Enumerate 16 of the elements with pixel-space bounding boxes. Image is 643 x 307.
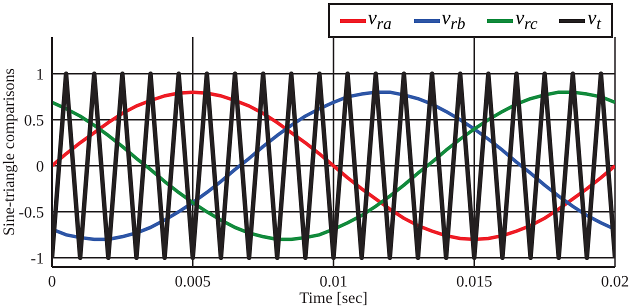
y-tick-label: 1: [36, 66, 44, 84]
y-tick-label: 0.5: [24, 112, 44, 130]
x-tick-label: 0.02: [601, 273, 629, 290]
legend-label: v$_{rb}$: [442, 7, 466, 34]
x-tick-label: 0.01: [320, 273, 348, 290]
legend-label: v$_{ra}$: [368, 7, 392, 34]
legend-label: v$_{rc}$: [515, 7, 538, 34]
y-axis-title: Sine-triangle comparisons: [1, 68, 18, 236]
y-tick-label: 0: [36, 158, 44, 176]
legend-label: v$_{t}$: [587, 7, 601, 34]
x-tick-label: 0.005: [174, 273, 211, 290]
x-axis-title: Time [sec]: [299, 290, 368, 307]
x-tick-label: 0: [48, 273, 56, 290]
y-tick-label: -0.5: [18, 204, 44, 222]
x-tick-label: 0.015: [456, 273, 492, 290]
y-tick-label: -1: [30, 250, 44, 268]
